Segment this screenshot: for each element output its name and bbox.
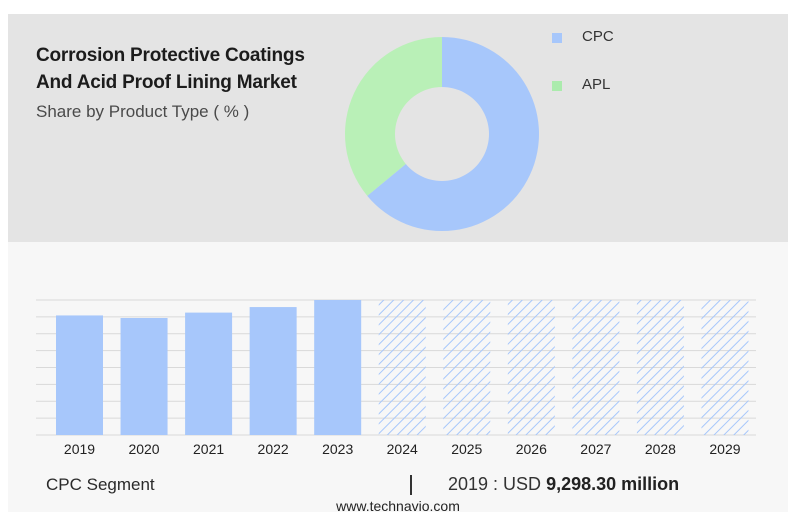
legend-item-cpc: CPC (552, 27, 672, 47)
segment-value: 2019 : USD 9,298.30 million (448, 474, 679, 495)
chart-title-line2: And Acid Proof Lining Market (36, 72, 297, 93)
chart-title: Corrosion Protective Coatings And Acid P… (36, 42, 346, 96)
bar-2021 (185, 312, 233, 435)
bar-2028 (636, 300, 684, 435)
bar-2024 (378, 300, 426, 435)
bar-2026 (507, 300, 555, 435)
footer-site: www.technavio.com (336, 498, 460, 514)
legend-item-apl: APL (552, 75, 672, 95)
x-tick-label-2020: 2020 (128, 441, 159, 457)
x-tick-label-2025: 2025 (451, 441, 482, 457)
bar-2020 (120, 318, 168, 435)
legend-swatch-cpc (552, 33, 562, 43)
donut-slice-cpc (367, 37, 539, 232)
chart-subtitle: Share by Product Type ( % ) (36, 102, 250, 121)
legend-label-cpc: CPC (582, 28, 614, 45)
bar-2023 (314, 300, 362, 435)
chart-title-line1: Corrosion Protective Coatings (36, 45, 305, 66)
segment-label: CPC Segment (46, 475, 155, 494)
bar-2019 (56, 315, 103, 435)
bar-2029 (701, 300, 749, 435)
bar-chart: 2019 2020 2021 2022 2023 2024 2025 2026 2027 2028… (36, 299, 756, 457)
bar-2022 (249, 307, 297, 435)
x-tick-label-2024: 2024 (387, 441, 418, 457)
legend-swatch-apl (552, 81, 562, 91)
x-tick-label-2019: 2019 (64, 441, 95, 457)
donut-chart (345, 37, 539, 232)
x-tick-label-2023: 2023 (322, 441, 353, 457)
donut-slice-apl (345, 37, 442, 196)
x-tick-label-2028: 2028 (645, 441, 676, 457)
x-tick-label-2022: 2022 (258, 441, 289, 457)
bar-2027 (572, 300, 620, 435)
legend-label-apl: APL (582, 76, 611, 93)
segment-year-prefix: 2019 : USD (448, 474, 542, 494)
x-tick-label-2021: 2021 (193, 441, 224, 457)
segment-value-amount: 9,298.30 million (546, 474, 680, 494)
x-tick-label-2027: 2027 (580, 441, 611, 457)
x-tick-label-2029: 2029 (709, 441, 740, 457)
separator-bar (410, 475, 412, 495)
x-tick-label-2026: 2026 (516, 441, 547, 457)
bar-2025 (443, 300, 491, 435)
